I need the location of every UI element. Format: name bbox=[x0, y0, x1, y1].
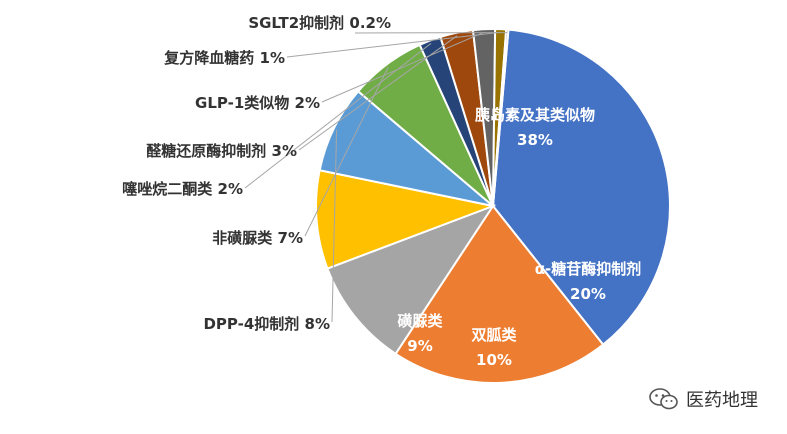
slice-label: α-糖苷酶抑制剂 20% bbox=[535, 260, 642, 303]
leader-line bbox=[244, 43, 432, 189]
watermark: 医药地理 bbox=[648, 386, 758, 412]
leader-line bbox=[321, 31, 485, 103]
wechat-icon bbox=[649, 388, 678, 410]
leader-line bbox=[286, 31, 501, 58]
slice-label: 胰岛素及其类似物 38% bbox=[475, 106, 595, 149]
slice-label: 非磺脲类 7% bbox=[212, 229, 303, 247]
watermark-text: 医药地理 bbox=[686, 390, 758, 411]
slice-label: 醛糖还原酶抑制剂 3% bbox=[146, 142, 297, 160]
pie-slice bbox=[326, 203, 496, 356]
slice-label: 噻唑烷二酮类 2% bbox=[122, 180, 243, 198]
pie-slice bbox=[491, 28, 671, 346]
slice-label: 双胍类 10% bbox=[471, 326, 517, 369]
slice-label: GLP-1类似物 2% bbox=[195, 94, 320, 112]
slice-label: 磺脲类 9% bbox=[397, 312, 443, 355]
pie-slice bbox=[492, 28, 510, 207]
pie-slice bbox=[318, 89, 494, 207]
slice-label: SGLT2抑制剂 0.2% bbox=[248, 14, 391, 32]
slice-label: 复方降血糖药 1% bbox=[163, 49, 285, 67]
pie-slice bbox=[394, 204, 605, 384]
slice-label: DPP-4抑制剂 8% bbox=[203, 315, 330, 333]
leader-line bbox=[331, 129, 338, 323]
pie-slice bbox=[315, 169, 497, 270]
